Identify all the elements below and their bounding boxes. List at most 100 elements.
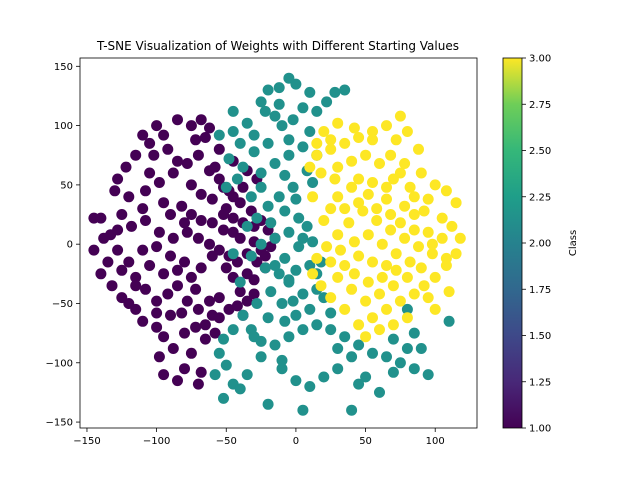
point-class-1 [158, 331, 170, 343]
plot-frame [79, 57, 478, 429]
point-class-3 [343, 217, 355, 229]
point-class-3 [426, 248, 438, 260]
point-class-1 [158, 268, 170, 280]
point-class-3 [315, 167, 327, 179]
point-class-2 [220, 181, 232, 193]
point-class-1 [167, 232, 179, 244]
point-class-2 [297, 404, 309, 416]
point-class-2 [290, 78, 302, 90]
point-class-2 [227, 324, 239, 336]
point-class-3 [450, 248, 462, 260]
point-class-1 [179, 363, 190, 375]
point-class-3 [404, 256, 416, 268]
point-class-2 [248, 146, 260, 158]
point-class-3 [362, 229, 374, 241]
point-class-2 [304, 260, 316, 271]
point-class-3 [367, 126, 378, 137]
point-class-3 [315, 280, 327, 292]
point-class-2 [227, 105, 239, 117]
point-class-3 [332, 271, 344, 283]
point-class-3 [374, 158, 385, 169]
point-class-2 [401, 303, 413, 315]
point-class-3 [374, 288, 385, 300]
point-class-3 [408, 209, 420, 220]
point-class-3 [381, 181, 392, 193]
point-class-3 [446, 220, 458, 232]
point-class-2 [223, 153, 235, 165]
point-class-3 [394, 110, 406, 122]
point-class-2 [237, 309, 249, 321]
point-class-1 [213, 292, 225, 304]
point-class-3 [311, 149, 323, 161]
y-tick-label: 0 [67, 240, 73, 251]
point-class-3 [353, 197, 365, 209]
point-class-3 [381, 303, 392, 315]
point-class-2 [346, 351, 358, 363]
point-class-3 [335, 244, 346, 256]
point-class-2 [251, 298, 263, 309]
point-class-3 [339, 137, 351, 149]
point-class-1 [153, 177, 165, 188]
colorbar-tick-label: 1.25 [529, 377, 551, 388]
colorbar-label: Class [568, 230, 579, 256]
point-class-2 [262, 137, 274, 149]
point-class-2 [273, 98, 285, 110]
point-class-1 [167, 167, 179, 179]
point-class-3 [418, 280, 430, 292]
point-class-2 [262, 312, 274, 324]
point-class-2 [255, 181, 267, 193]
point-class-2 [387, 366, 399, 378]
point-class-2 [283, 331, 295, 343]
point-class-1 [162, 143, 174, 155]
point-class-3 [399, 200, 411, 212]
point-class-1 [151, 120, 163, 132]
point-class-2 [251, 212, 263, 224]
point-class-2 [269, 158, 281, 169]
x-tick-label: −50 [216, 436, 237, 447]
point-class-2 [276, 120, 288, 132]
point-class-2 [255, 351, 267, 363]
point-class-3 [390, 264, 402, 276]
point-class-1 [148, 149, 160, 161]
point-class-2 [290, 193, 302, 205]
point-class-1 [172, 155, 183, 167]
y-tick-label: −50 [52, 299, 73, 310]
point-class-3 [318, 215, 330, 226]
point-class-2 [339, 331, 351, 343]
point-class-3 [367, 177, 378, 188]
point-class-3 [360, 295, 372, 307]
y-tick-label: 150 [54, 62, 73, 73]
point-class-2 [381, 351, 392, 363]
point-class-2 [443, 315, 455, 327]
point-class-2 [346, 404, 358, 416]
point-class-1 [192, 149, 204, 161]
point-class-3 [348, 122, 360, 134]
point-class-3 [304, 161, 316, 173]
point-class-1 [153, 351, 165, 363]
x-tick-label: 0 [293, 436, 299, 447]
point-class-2 [301, 220, 313, 232]
point-class-2 [218, 392, 229, 404]
point-class-1 [126, 220, 137, 232]
point-class-2 [287, 181, 299, 193]
point-class-3 [429, 303, 441, 315]
point-class-1 [176, 200, 188, 212]
point-class-3 [422, 193, 434, 205]
point-class-2 [269, 232, 281, 244]
point-class-3 [332, 229, 344, 241]
point-class-2 [325, 307, 337, 319]
scatter-points [88, 72, 466, 416]
point-class-1 [167, 343, 179, 354]
point-class-1 [172, 375, 183, 387]
point-class-3 [385, 209, 397, 220]
point-class-2 [234, 276, 246, 288]
point-class-1 [109, 185, 121, 197]
point-class-2 [290, 264, 302, 276]
point-class-2 [353, 378, 365, 390]
point-class-2 [213, 129, 225, 141]
point-class-3 [450, 197, 462, 209]
point-class-2 [262, 84, 274, 96]
point-class-2 [231, 173, 243, 185]
colorbar-tick-label: 3.00 [529, 54, 551, 65]
colorbar-tick-label: 1.00 [529, 424, 551, 435]
